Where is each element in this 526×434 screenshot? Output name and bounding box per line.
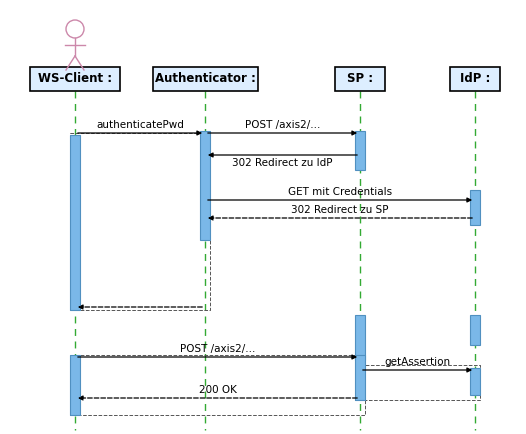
Text: Authenticator :: Authenticator :	[155, 72, 256, 85]
Bar	[470, 315, 480, 345]
Bar	[470, 368, 480, 395]
Text: SP :: SP :	[347, 72, 373, 85]
Text: 200 OK: 200 OK	[198, 385, 237, 395]
Bar	[70, 355, 80, 415]
Bar	[70, 135, 80, 310]
Bar	[355, 315, 365, 360]
Text: authenticatePwd: authenticatePwd	[96, 120, 184, 130]
Bar	[153, 67, 258, 91]
Text: GET mit Credentials: GET mit Credentials	[288, 187, 392, 197]
Bar	[470, 190, 480, 225]
Text: 302 Redirect zu SP: 302 Redirect zu SP	[291, 205, 389, 215]
Bar	[355, 355, 365, 400]
Bar	[355, 131, 365, 170]
Text: 302 Redirect zu IdP: 302 Redirect zu IdP	[232, 158, 333, 168]
Text: POST /axis2/...: POST /axis2/...	[245, 120, 320, 130]
Bar	[30, 67, 120, 91]
Bar	[450, 67, 500, 91]
Text: POST /axis2/...: POST /axis2/...	[180, 344, 255, 354]
Text: WS-Client :: WS-Client :	[38, 72, 112, 85]
Text: getAssertion: getAssertion	[385, 357, 451, 367]
Bar	[335, 67, 385, 91]
Text: IdP :: IdP :	[460, 72, 490, 85]
Bar	[200, 131, 210, 240]
